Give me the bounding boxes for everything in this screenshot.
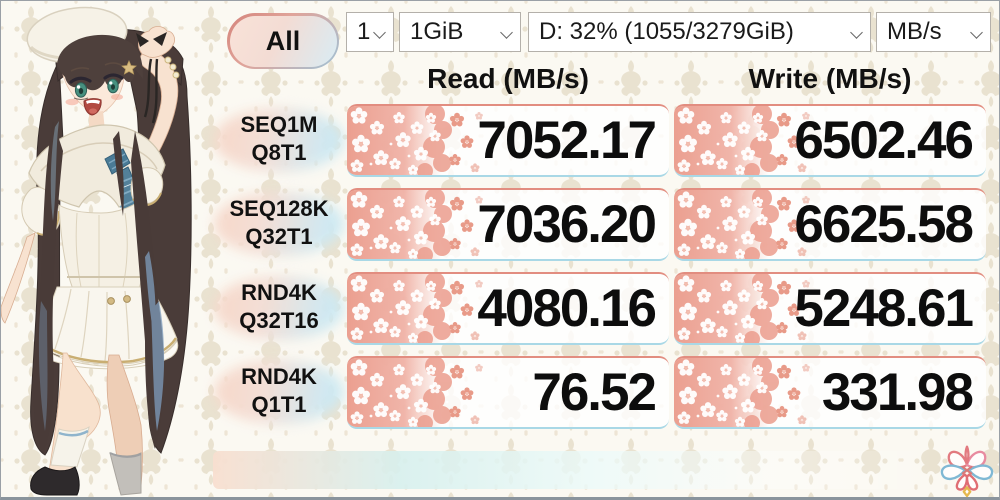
seq1m-q8t1-write-bar[interactable]: 6502.46 (674, 104, 986, 177)
bar-value: 76.52 (532, 363, 657, 422)
sakura-bloom-texture-icon (347, 358, 497, 427)
label-blob (214, 192, 344, 256)
target-drive-dropdown[interactable]: D: 32% (1055/3279GiB) (528, 12, 871, 52)
all-button[interactable]: All (227, 13, 339, 69)
sakura-crest-icon (940, 445, 994, 497)
sakura-bloom-texture-icon (674, 358, 824, 427)
label-blob (214, 276, 344, 340)
test-count-value: 1 (357, 18, 371, 45)
seq128k-q32t1-read-bar[interactable]: 7036.20 (347, 188, 669, 261)
rnd4k-q1t1-write-bar[interactable]: 331.98 (674, 356, 986, 429)
bar-value: 331.98 (821, 363, 974, 422)
message-bar (213, 451, 935, 489)
rnd4k-q1t1-read-bar[interactable]: 76.52 (347, 356, 669, 429)
write-column-header: Write (MB/s) (748, 63, 912, 94)
all-button-label: All (229, 15, 337, 67)
label-blob (214, 360, 344, 424)
seq1m-q8t1-read-bar[interactable]: 7052.17 (347, 104, 669, 177)
test-size-value: 1GiB (410, 18, 464, 45)
rnd4k-q32t16-read-bar[interactable]: 4080.16 (347, 272, 669, 345)
anime-girl-mascot (1, 6, 192, 496)
chevron-down-icon (500, 26, 513, 39)
chevron-down-icon (850, 26, 863, 39)
sakura-bloom-texture-icon (347, 274, 497, 343)
unit-value: MB/s (887, 18, 942, 45)
row-label-rnd4k-q32t16: RND4K Q32T16 (239, 280, 319, 333)
bar-value: 5248.61 (794, 279, 974, 338)
target-drive-value: D: 32% (1055/3279GiB) (539, 18, 794, 45)
unit-dropdown[interactable]: MB/s (876, 12, 991, 52)
bar-value: 6625.58 (794, 195, 974, 254)
label-blob (214, 108, 344, 172)
row-label-rnd4k-q1t1: RND4K Q1T1 (241, 364, 317, 417)
row-label-seq128k-q32t1: SEQ128K Q32T1 (229, 196, 329, 249)
chevron-down-icon (373, 26, 386, 39)
sakura-bloom-texture-icon (347, 106, 497, 175)
row-label-seq1m-q8t1: SEQ1M Q8T1 (240, 112, 318, 165)
chevron-down-icon (970, 26, 983, 39)
test-count-dropdown[interactable]: 1 (346, 12, 394, 52)
bar-value: 6502.46 (794, 111, 974, 170)
bar-value: 7052.17 (477, 111, 657, 170)
read-column-header: Read (MB/s) (427, 63, 589, 94)
rnd4k-q32t16-write-bar[interactable]: 5248.61 (674, 272, 986, 345)
sakura-bloom-texture-icon (347, 190, 497, 259)
bar-value: 4080.16 (477, 279, 657, 338)
bar-value: 7036.20 (477, 195, 657, 254)
test-size-dropdown[interactable]: 1GiB (399, 12, 521, 52)
seq128k-q32t1-write-bar[interactable]: 6625.58 (674, 188, 986, 261)
